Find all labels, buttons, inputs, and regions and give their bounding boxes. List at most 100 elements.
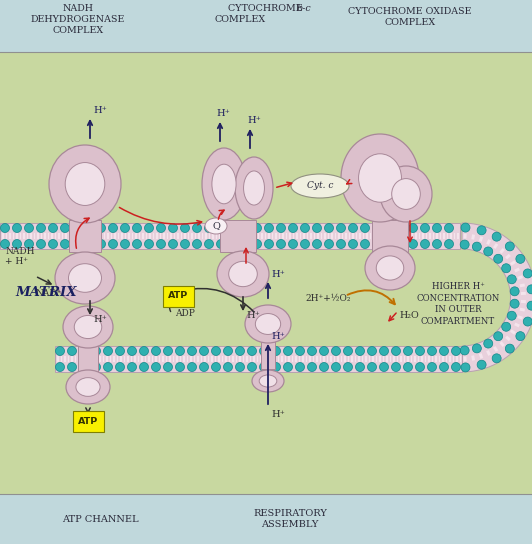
Bar xyxy=(96,233,98,239)
Circle shape xyxy=(348,239,358,249)
Bar xyxy=(160,233,161,239)
Ellipse shape xyxy=(69,264,102,292)
Bar xyxy=(453,356,454,362)
Circle shape xyxy=(320,362,328,372)
Ellipse shape xyxy=(74,316,102,338)
Circle shape xyxy=(344,347,353,355)
Polygon shape xyxy=(505,336,511,341)
Circle shape xyxy=(409,239,418,249)
Circle shape xyxy=(72,224,81,232)
Bar xyxy=(403,356,405,362)
Ellipse shape xyxy=(341,134,419,222)
Circle shape xyxy=(325,224,334,232)
Circle shape xyxy=(277,224,286,232)
Circle shape xyxy=(460,346,469,355)
Circle shape xyxy=(484,339,493,348)
Circle shape xyxy=(24,224,34,232)
Polygon shape xyxy=(479,236,483,242)
Circle shape xyxy=(260,362,269,372)
Bar xyxy=(86,233,87,239)
Bar xyxy=(194,356,195,362)
Circle shape xyxy=(264,239,273,249)
Bar xyxy=(103,356,104,362)
Bar xyxy=(74,356,76,362)
Bar xyxy=(426,233,427,239)
Circle shape xyxy=(121,224,129,232)
Circle shape xyxy=(139,347,148,355)
Bar xyxy=(419,233,420,239)
Circle shape xyxy=(439,362,448,372)
Circle shape xyxy=(253,239,262,249)
Bar xyxy=(79,233,80,239)
Ellipse shape xyxy=(259,375,277,387)
Circle shape xyxy=(61,224,70,232)
Bar xyxy=(81,356,83,362)
Circle shape xyxy=(217,239,226,249)
Bar xyxy=(351,356,353,362)
Bar xyxy=(229,233,231,239)
Bar xyxy=(286,233,287,239)
Bar xyxy=(0,0,532,52)
Text: Q: Q xyxy=(212,221,220,231)
Circle shape xyxy=(288,224,297,232)
Bar xyxy=(180,233,182,239)
Bar xyxy=(414,356,415,362)
Bar xyxy=(123,356,125,362)
Bar xyxy=(271,233,273,239)
Circle shape xyxy=(460,240,469,249)
Circle shape xyxy=(72,239,81,249)
Bar xyxy=(433,233,434,239)
Bar xyxy=(442,356,444,362)
Bar xyxy=(64,356,65,362)
Bar xyxy=(221,356,223,362)
Circle shape xyxy=(284,347,293,355)
Circle shape xyxy=(523,269,532,278)
Bar xyxy=(0,494,532,544)
Bar xyxy=(244,233,245,239)
Text: NADH
DEHYDROGENASE
COMPLEX: NADH DEHYDROGENASE COMPLEX xyxy=(31,4,125,35)
Circle shape xyxy=(68,347,77,355)
Bar xyxy=(338,233,339,239)
Circle shape xyxy=(295,362,304,372)
Text: H⁺: H⁺ xyxy=(271,270,285,279)
Bar xyxy=(380,233,381,239)
Circle shape xyxy=(379,347,388,355)
Bar xyxy=(117,356,118,362)
Bar xyxy=(162,356,163,362)
Circle shape xyxy=(284,362,293,372)
Circle shape xyxy=(176,362,185,372)
Circle shape xyxy=(494,254,503,263)
Bar xyxy=(61,356,62,362)
Bar xyxy=(443,233,445,239)
Text: H⁺: H⁺ xyxy=(246,311,260,320)
Circle shape xyxy=(212,362,220,372)
Circle shape xyxy=(361,224,370,232)
Bar xyxy=(62,233,63,239)
Bar xyxy=(165,356,167,362)
Circle shape xyxy=(92,362,101,372)
Bar xyxy=(362,356,363,362)
Bar xyxy=(372,220,408,252)
Bar xyxy=(404,233,406,239)
Bar xyxy=(289,233,290,239)
Circle shape xyxy=(420,224,429,232)
Bar xyxy=(5,233,7,239)
Bar xyxy=(460,356,461,362)
Bar xyxy=(209,233,210,239)
Bar xyxy=(78,345,98,373)
Bar xyxy=(359,233,361,239)
Circle shape xyxy=(187,347,196,355)
Circle shape xyxy=(372,239,381,249)
Circle shape xyxy=(24,239,34,249)
Circle shape xyxy=(12,239,21,249)
Circle shape xyxy=(212,347,220,355)
Circle shape xyxy=(145,239,154,249)
Circle shape xyxy=(307,362,317,372)
Ellipse shape xyxy=(55,252,115,304)
Bar xyxy=(415,233,417,239)
Text: ATP: ATP xyxy=(78,417,98,425)
Circle shape xyxy=(139,362,148,372)
Bar xyxy=(387,233,388,239)
Circle shape xyxy=(385,239,394,249)
Circle shape xyxy=(61,239,70,249)
